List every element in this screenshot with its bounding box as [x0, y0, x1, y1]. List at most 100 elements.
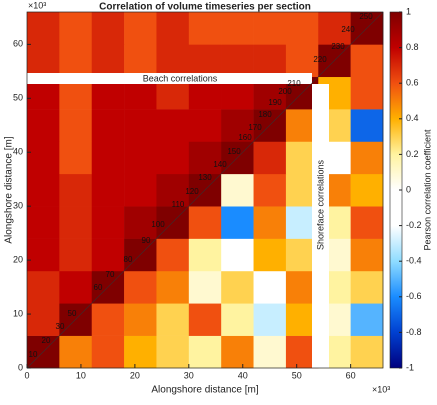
heatmap-cell [27, 44, 60, 78]
heatmap-cell [253, 12, 287, 45]
x-exponent: ×10³ [372, 384, 390, 394]
colorbar-tick-label: -1 [406, 362, 414, 372]
colorbar-tick-label: -0.8 [406, 327, 422, 337]
heatmap [27, 12, 384, 369]
section-label: 180 [258, 110, 272, 119]
section-label: 230 [331, 42, 345, 51]
heatmap-cell [253, 44, 287, 78]
heatmap-cell [91, 206, 125, 239]
heatmap-cell [59, 109, 93, 142]
heatmap-cell [91, 141, 125, 175]
section-label: 10 [29, 350, 38, 359]
heatmap-cell [124, 206, 157, 239]
plot-frame [26, 11, 384, 369]
heatmap-cell [221, 238, 254, 272]
section-label: 90 [142, 236, 151, 245]
colorbar-label: Pearson correlation coefficient [422, 129, 432, 250]
heatmap-cell [156, 303, 190, 336]
x-tick-label: 0 [24, 370, 29, 380]
heatmap-cell [27, 270, 60, 304]
section-label: 20 [42, 336, 51, 345]
y-tick-label: 40 [13, 147, 23, 157]
colorbar-tick-label: -0.4 [406, 256, 422, 266]
colorbar-tick-label: -0.2 [406, 220, 422, 230]
heatmap-cell [59, 238, 93, 272]
heatmap-cell [285, 12, 319, 45]
section-label: 210 [287, 79, 301, 88]
section-label: 30 [56, 322, 65, 331]
x-tick-label: 40 [238, 370, 248, 380]
heatmap-cell [156, 141, 190, 175]
heatmap-cell [350, 238, 384, 272]
heatmap-cell [188, 141, 222, 175]
colorbar-tick-label: 1 [406, 6, 411, 16]
section-label: 140 [213, 160, 227, 169]
heatmap-cell [253, 270, 287, 304]
heatmap-cell [350, 270, 384, 304]
section-label: 130 [198, 173, 212, 182]
heatmap-cell [27, 109, 60, 142]
annotation: Beach correlations [143, 73, 218, 83]
heatmap-cell [253, 303, 287, 336]
heatmap-cell [156, 238, 190, 272]
x-tick-label: 50 [292, 370, 302, 380]
heatmap-cell [350, 141, 384, 175]
section-label: 70 [106, 270, 115, 279]
heatmap-cell [221, 270, 254, 304]
heatmap-cell [188, 206, 222, 239]
heatmap-cell [350, 335, 384, 369]
heatmap-cell [221, 206, 254, 239]
heatmap-cell [27, 206, 60, 239]
heatmap-cell [318, 12, 351, 45]
heatmap-cell [156, 270, 190, 304]
heatmap-cell [27, 173, 60, 207]
heatmap-cell [124, 173, 157, 207]
section-label: 220 [313, 55, 327, 64]
heatmap-cell [124, 109, 157, 142]
heatmap-cell [221, 109, 254, 142]
section-label: 190 [268, 98, 282, 107]
y-tick-label: 60 [13, 39, 23, 49]
heatmap-cell [59, 12, 93, 45]
section-label: 240 [341, 25, 355, 34]
x-tick-label: 10 [76, 370, 86, 380]
colorbar-tick-label: 0.4 [406, 113, 419, 123]
section-label: 200 [278, 87, 292, 96]
heatmap-cell [188, 270, 222, 304]
section-label: 110 [172, 200, 185, 209]
heatmap-cell [350, 206, 384, 239]
heatmap-cell [350, 109, 384, 142]
heatmap-cell [350, 44, 384, 78]
heatmap-cell [156, 173, 190, 207]
heatmap-cell [27, 141, 60, 175]
heatmap-cell [188, 12, 222, 45]
section-label: 150 [227, 147, 241, 156]
heatmap-cell [59, 44, 93, 78]
y-tick-label: 20 [13, 254, 23, 264]
annotation: Shoreface correlations [315, 159, 325, 250]
gap-band [27, 73, 312, 84]
heatmap-cell [124, 141, 157, 175]
heatmap-cell [253, 173, 287, 207]
section-label: 100 [151, 220, 165, 229]
diagonal [26, 11, 384, 369]
section-label: 160 [238, 133, 252, 142]
heatmap-cell [27, 303, 60, 336]
heatmap-cell [350, 173, 384, 207]
section-label: 80 [124, 255, 133, 264]
section-label: 120 [185, 187, 199, 196]
gap-band [312, 84, 329, 368]
heatmap-cell [59, 206, 93, 239]
heatmap-cell [124, 335, 157, 369]
heatmap-cell [221, 12, 254, 45]
heatmap-cell [221, 335, 254, 369]
heatmap-cell [188, 303, 222, 336]
heatmap-cell [91, 44, 125, 78]
heatmap-cell [91, 173, 125, 207]
section-label: 60 [94, 283, 103, 292]
heatmap-cell [188, 335, 222, 369]
heatmap-cell [91, 335, 125, 369]
y-tick-label: 10 [13, 308, 23, 318]
heatmap-cell [350, 303, 384, 336]
